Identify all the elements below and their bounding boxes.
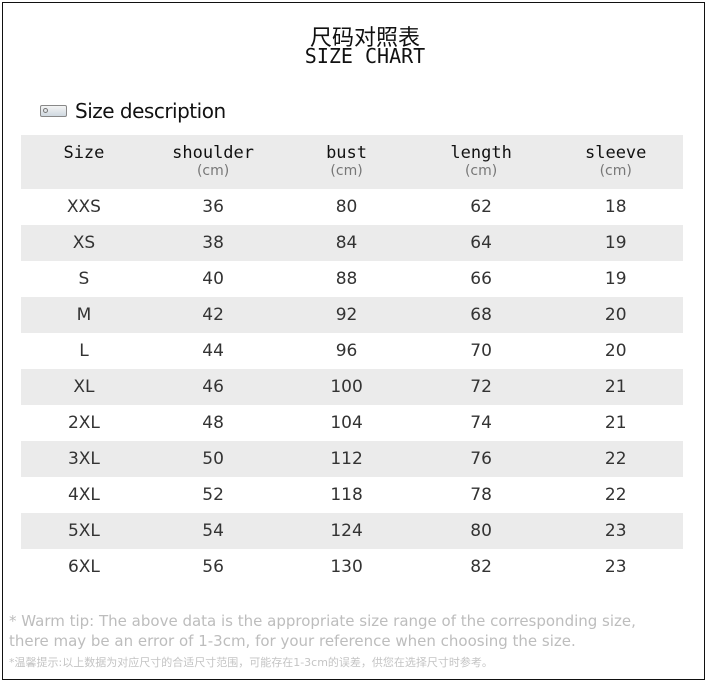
- table-cell: 5XL: [21, 513, 147, 549]
- table-cell: 74: [470, 413, 492, 433]
- size-table: Size shoulder (cm) bust (cm) length (cm) sleeve…: [21, 135, 683, 585]
- table-header-row: Size shoulder (cm) bust (cm) length (cm) sleeve…: [21, 135, 683, 189]
- column-header-label: bust: [326, 143, 368, 163]
- table-cell: 21: [548, 369, 683, 405]
- table-cell: 40: [202, 269, 224, 289]
- table-cell: 50: [146, 441, 280, 477]
- column-header-unit: (cm): [196, 163, 230, 179]
- table-cell: 18: [604, 197, 627, 217]
- table-cell: 3XL: [21, 441, 147, 477]
- column-header: shoulder (cm): [146, 135, 280, 189]
- column-header-label: Size: [63, 143, 105, 163]
- table-row: XXS 36 80 62 18: [21, 189, 683, 225]
- column-header: bust (cm): [279, 135, 414, 189]
- table-cell: 76: [413, 441, 549, 477]
- section-heading: Size description: [40, 99, 226, 123]
- column-header-unit: (cm): [599, 163, 632, 179]
- table-cell: 56: [202, 557, 224, 577]
- table-cell: 46: [146, 369, 280, 405]
- table-cell: 19: [548, 225, 683, 261]
- table-row: XS 38 84 64 19: [21, 225, 683, 261]
- table-cell: 92: [279, 297, 414, 333]
- table-cell: 22: [604, 485, 627, 505]
- table-cell: 130: [330, 557, 363, 577]
- table-cell: 36: [202, 197, 224, 217]
- table-cell: 2XL: [67, 413, 100, 433]
- column-header: Size: [21, 135, 147, 189]
- table-row: L 44 96 70 20: [21, 333, 683, 369]
- table-cell: 88: [335, 269, 358, 289]
- table-cell: 118: [330, 485, 363, 505]
- page-border: [2, 2, 705, 680]
- table-cell: 23: [548, 513, 683, 549]
- table-row: XL 46 100 72 21: [21, 369, 683, 405]
- table-cell: XL: [21, 369, 147, 405]
- table-cell: 54: [146, 513, 280, 549]
- ruler-icon: [40, 105, 67, 117]
- table-cell: 80: [335, 197, 358, 217]
- table-cell: 80: [413, 513, 549, 549]
- table-cell: 84: [279, 225, 414, 261]
- table-cell: 6XL: [67, 557, 100, 577]
- column-header-label: shoulder: [172, 143, 255, 163]
- table-cell: 44: [202, 341, 224, 361]
- warm-tip-line-2: there may be an error of 1-3cm, for your…: [9, 632, 576, 650]
- table-cell: 82: [470, 557, 492, 577]
- column-header-label: length: [450, 143, 512, 163]
- table-cell: 70: [470, 341, 492, 361]
- table-cell: 78: [470, 485, 492, 505]
- table-cell: M: [21, 297, 147, 333]
- table-cell: L: [79, 341, 89, 361]
- warm-tip-chinese: *温馨提示:以上数据为对应尺寸的合适尺寸范围，可能存在1-3cm的误差，供您在选…: [9, 656, 493, 669]
- table-cell: 52: [202, 485, 224, 505]
- table-cell: 62: [470, 197, 492, 217]
- column-header: sleeve (cm): [548, 135, 683, 189]
- table-row: 3XL 50 112 76 22: [21, 441, 683, 477]
- table-cell: 38: [146, 225, 280, 261]
- table-cell: 21: [604, 413, 627, 433]
- table-cell: 96: [335, 341, 358, 361]
- table-row: 2XL 48 104 74 21: [21, 405, 683, 441]
- table-cell: XXS: [66, 197, 101, 217]
- table-cell: 104: [330, 413, 363, 433]
- column-header-label: sleeve: [584, 143, 647, 163]
- table-cell: 124: [279, 513, 414, 549]
- title-english: SIZE CHART: [304, 44, 426, 68]
- table-cell: 22: [548, 441, 683, 477]
- section-title: Size description: [75, 99, 226, 123]
- table-cell: 68: [413, 297, 549, 333]
- table-cell: 66: [470, 269, 492, 289]
- table-row: M 42 92 68 20: [21, 297, 683, 333]
- table-row: 4XL 52 118 78 22: [21, 477, 683, 513]
- table-cell: S: [78, 269, 90, 289]
- table-row: S 40 88 66 19: [21, 261, 683, 297]
- table-cell: 20: [604, 341, 627, 361]
- table-cell: 100: [279, 369, 414, 405]
- table-cell: 20: [548, 297, 683, 333]
- title-chinese: 尺码对照表: [309, 26, 420, 51]
- column-header-unit: (cm): [464, 163, 498, 179]
- table-row: 5XL 54 124 80 23: [21, 513, 683, 549]
- table-cell: 72: [413, 369, 549, 405]
- table-cell: 19: [604, 269, 627, 289]
- table-cell: XS: [21, 225, 147, 261]
- table-cell: 48: [202, 413, 224, 433]
- column-header-unit: (cm): [330, 163, 363, 179]
- table-cell: 64: [413, 225, 549, 261]
- column-header: length (cm): [413, 135, 549, 189]
- table-row: 6XL 56 130 82 23: [21, 549, 683, 585]
- table-cell: 23: [604, 557, 627, 577]
- table-cell: 112: [279, 441, 414, 477]
- warm-tip-line-1: * Warm tip: The above data is the approp…: [9, 612, 636, 630]
- table-cell: 4XL: [67, 485, 100, 505]
- table-cell: 42: [146, 297, 280, 333]
